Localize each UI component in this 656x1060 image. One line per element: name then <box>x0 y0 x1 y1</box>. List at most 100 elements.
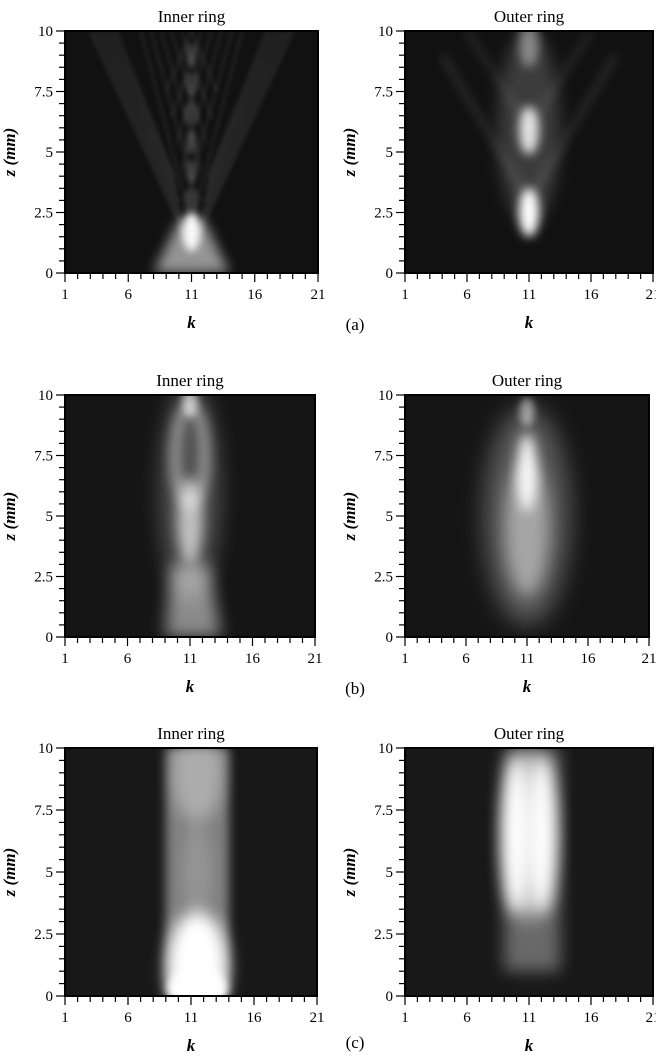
y-axis-label: z (mm) <box>340 492 359 542</box>
x-tick-label: 16 <box>584 1010 600 1026</box>
fringe-line <box>104 31 181 203</box>
heatmap-intensity <box>484 397 570 625</box>
x-axis-label: k <box>187 313 196 332</box>
x-tick-label: 6 <box>124 651 132 667</box>
fringe-node <box>185 159 198 184</box>
panel-title: Outer ring <box>494 724 565 743</box>
y-tick-label: 5 <box>46 509 54 525</box>
y-tick-label: 7.5 <box>374 85 393 101</box>
y-tick-label: 5 <box>386 865 394 881</box>
heatmap-intensity <box>439 31 619 237</box>
y-tick-label: 7.5 <box>374 449 393 465</box>
x-tick-label: 11 <box>522 287 536 303</box>
peak <box>519 188 539 237</box>
fringe-node <box>185 43 198 68</box>
peak <box>182 395 198 417</box>
x-tick-label: 21 <box>310 1010 325 1026</box>
x-tick-label: 1 <box>401 651 409 667</box>
x-tick-label: 11 <box>522 1010 536 1026</box>
y-tick-label: 10 <box>378 24 393 40</box>
x-tick-label: 1 <box>61 287 69 303</box>
x-tick-label: 1 <box>61 651 69 667</box>
glow <box>172 748 223 823</box>
x-tick-label: 11 <box>184 287 198 303</box>
plot-frame <box>404 747 654 997</box>
plot-frame <box>404 30 654 274</box>
y-axis-label: z (mm) <box>0 128 19 178</box>
y-tick-label: 10 <box>378 388 393 404</box>
fringe-line <box>196 31 295 238</box>
x-tick-label: 1 <box>61 1010 69 1026</box>
row-label-c: (c) <box>346 1033 365 1052</box>
fringe-line <box>99 31 183 215</box>
peak <box>517 433 537 512</box>
row-label-b: (b) <box>345 679 365 698</box>
panel-title: Inner ring <box>158 7 226 26</box>
peak <box>519 397 535 427</box>
peak <box>519 31 539 68</box>
x-tick-label: 11 <box>520 651 534 667</box>
y-tick-label: 2.5 <box>374 206 393 222</box>
x-tick-label: 6 <box>463 287 471 303</box>
x-tick-label: 21 <box>646 287 656 303</box>
fringe-line <box>139 31 193 225</box>
heatmap-intensity <box>501 748 560 972</box>
x-tick-label: 6 <box>463 1010 471 1026</box>
fringe-line <box>88 31 187 238</box>
y-tick-label: 10 <box>378 741 393 757</box>
y-tick-label: 0 <box>386 630 394 646</box>
y-tick-label: 7.5 <box>374 803 393 819</box>
y-tick-label: 7.5 <box>34 449 53 465</box>
x-axis-label: k <box>525 1036 534 1055</box>
fringe-line <box>190 31 219 93</box>
x-tick-label: 21 <box>308 651 323 667</box>
x-axis-label: k <box>187 1036 196 1055</box>
x-tick-label: 11 <box>183 651 197 667</box>
panel-title: Outer ring <box>492 371 563 390</box>
fringe-line <box>198 31 290 226</box>
fringe-node <box>185 130 198 155</box>
x-tick-label: 16 <box>247 287 263 303</box>
plot-frame <box>64 394 316 638</box>
y-axis-label: z (mm) <box>0 848 19 898</box>
fringe-line <box>204 31 274 191</box>
x-tick-label: 16 <box>581 651 597 667</box>
y-tick-label: 2.5 <box>374 927 393 943</box>
fringe-line <box>190 31 244 225</box>
fringe-line <box>114 31 177 180</box>
glow <box>510 748 548 922</box>
panel-title: Inner ring <box>157 724 225 743</box>
fringe-node <box>185 72 198 97</box>
y-tick-label: 5 <box>386 509 394 525</box>
y-tick-label: 2.5 <box>34 570 53 586</box>
fringe-line <box>93 31 185 226</box>
heatmap-intensity <box>165 748 229 996</box>
panel-title: Inner ring <box>156 371 224 390</box>
y-tick-label: 7.5 <box>34 85 53 101</box>
waist <box>182 822 213 922</box>
y-tick-label: 5 <box>386 145 394 161</box>
x-axis-label: k <box>523 677 532 696</box>
row-label-a: (a) <box>346 315 365 334</box>
peak <box>168 968 227 996</box>
heatmap-intensity <box>160 395 222 637</box>
y-tick-label: 0 <box>386 989 394 1005</box>
fringe-line <box>206 31 269 180</box>
y-tick-label: 5 <box>46 865 54 881</box>
x-axis-label: k <box>186 677 195 696</box>
fringe-node <box>185 101 198 126</box>
y-axis-label: z (mm) <box>0 492 19 542</box>
y-tick-label: 0 <box>386 266 394 282</box>
x-tick-label: 11 <box>184 1010 198 1026</box>
fringe-node <box>185 188 198 213</box>
x-tick-label: 16 <box>247 1010 263 1026</box>
y-tick-label: 7.5 <box>34 803 53 819</box>
y-tick-label: 10 <box>38 388 53 404</box>
x-axis-label: k <box>525 313 534 332</box>
x-tick-label: 1 <box>401 1010 409 1026</box>
peak <box>182 212 201 252</box>
